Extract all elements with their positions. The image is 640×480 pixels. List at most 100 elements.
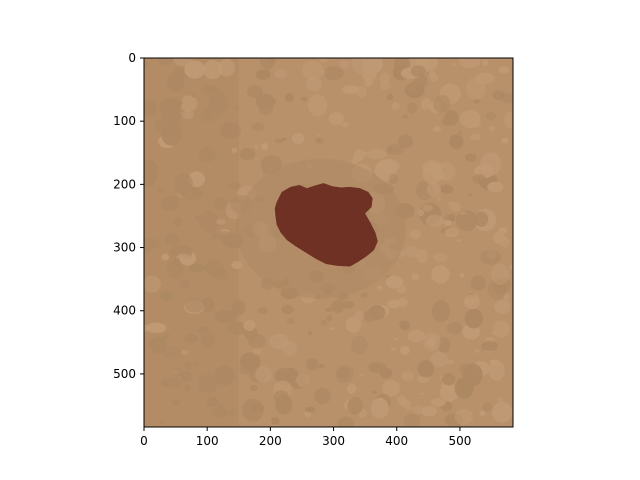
skin-light-patch <box>426 215 444 227</box>
skin-dark-patch <box>212 408 228 418</box>
skin-light-patch <box>409 230 420 240</box>
y-tick-label: 200 <box>113 177 136 191</box>
skin-light-patch <box>347 384 356 394</box>
skin-dark-patch <box>315 138 323 144</box>
skin-light-patch <box>420 393 424 395</box>
skin-light-patch <box>355 311 364 322</box>
skin-dark-patch <box>275 395 292 415</box>
skin-light-patch <box>392 102 400 110</box>
skin-dark-patch <box>172 399 180 406</box>
skin-dark-patch <box>180 280 191 289</box>
skin-dark-patch <box>325 307 332 312</box>
skin-dark-patch <box>372 391 377 394</box>
skin-dark-patch <box>321 320 328 326</box>
skin-dark-patch <box>471 276 487 291</box>
skin-dark-patch <box>191 94 196 97</box>
skin-dark-patch <box>314 388 331 404</box>
skin-dark-patch <box>442 373 456 385</box>
skin-dark-patch <box>165 97 183 107</box>
skin-light-patch <box>274 69 287 79</box>
skin-light-patch <box>296 374 309 387</box>
skin-dark-patch <box>201 85 219 94</box>
skin-dark-patch <box>185 362 192 371</box>
skin-dark-patch <box>161 122 182 146</box>
skin-dark-patch <box>136 99 153 115</box>
skin-dark-patch <box>480 249 501 265</box>
skin-dark-patch <box>305 407 316 413</box>
skin-dark-patch <box>195 362 199 366</box>
skin-dark-patch <box>161 196 179 211</box>
skin-light-patch <box>394 338 398 340</box>
skin-light-patch <box>377 285 383 291</box>
skin-dark-patch <box>248 334 266 349</box>
skin-light-patch <box>316 135 320 137</box>
skin-light-patch <box>416 249 428 263</box>
skin-dark-patch <box>411 65 426 77</box>
skin-light-patch <box>405 406 411 410</box>
skin-dark-patch <box>418 360 435 377</box>
skin-light-patch <box>489 125 495 131</box>
skin-dark-patch <box>162 333 170 338</box>
skin-dark-patch <box>360 293 368 298</box>
skin-dark-patch <box>458 131 463 135</box>
skin-dark-patch <box>405 82 425 98</box>
x-tick-label: 400 <box>385 434 408 448</box>
skin-dark-patch <box>472 174 485 183</box>
skin-light-patch <box>329 327 334 330</box>
skin-light-patch <box>423 205 433 212</box>
skin-light-patch <box>499 67 510 74</box>
skin-light-patch <box>501 138 508 144</box>
skin-light-patch <box>408 330 426 343</box>
skin-light-patch <box>491 264 509 285</box>
skin-light-patch <box>431 265 449 283</box>
skin-light-patch <box>482 59 488 65</box>
skin-dark-patch <box>226 410 236 416</box>
skin-dark-patch <box>347 397 362 414</box>
skin-dark-patch <box>251 123 264 132</box>
skin-dark-patch <box>258 103 273 115</box>
skin-light-patch <box>180 350 189 355</box>
skin-light-patch <box>479 411 485 417</box>
skin-light-patch <box>306 77 322 91</box>
skin-dark-patch <box>337 417 354 430</box>
skin-light-patch <box>339 60 350 69</box>
skin-dark-patch <box>158 347 162 351</box>
skin-light-patch <box>497 397 503 402</box>
skin-dark-patch <box>162 378 181 388</box>
skin-dark-patch <box>160 420 164 423</box>
skin-dark-patch <box>343 301 354 309</box>
skin-dark-patch <box>262 170 268 175</box>
skin-light-patch <box>342 85 359 94</box>
x-tick-label: 500 <box>448 434 471 448</box>
skin-dark-patch <box>174 217 183 226</box>
skin-dark-patch <box>400 320 410 330</box>
skin-light-patch <box>459 53 480 68</box>
skin-light-patch <box>362 68 377 81</box>
x-tick-label: 100 <box>196 434 219 448</box>
skin-light-patch <box>464 295 480 309</box>
skin-dark-patch <box>326 315 332 322</box>
skin-light-patch <box>487 182 503 193</box>
skin-light-patch <box>292 133 305 144</box>
skin-light-patch <box>341 122 349 128</box>
skin-light-patch <box>476 73 495 84</box>
skin-dark-patch <box>380 368 392 379</box>
skin-light-patch <box>243 320 255 331</box>
skin-light-patch <box>457 239 461 241</box>
skin-light-patch <box>216 219 226 225</box>
skin-dark-patch <box>306 358 319 370</box>
skin-dark-patch <box>207 397 219 407</box>
skin-dark-patch <box>287 318 295 325</box>
skin-light-patch <box>443 220 451 226</box>
skin-dark-patch <box>147 163 156 170</box>
skin-light-patch <box>400 346 410 355</box>
x-tick-label: 300 <box>322 434 345 448</box>
skin-dark-patch <box>318 364 324 368</box>
skin-dark-patch <box>184 384 190 392</box>
skin-dark-patch <box>404 414 421 429</box>
skin-light-patch <box>431 398 446 407</box>
skin-dark-patch <box>270 99 276 105</box>
skin-dark-patch <box>239 148 255 160</box>
skin-dark-patch <box>215 310 236 324</box>
